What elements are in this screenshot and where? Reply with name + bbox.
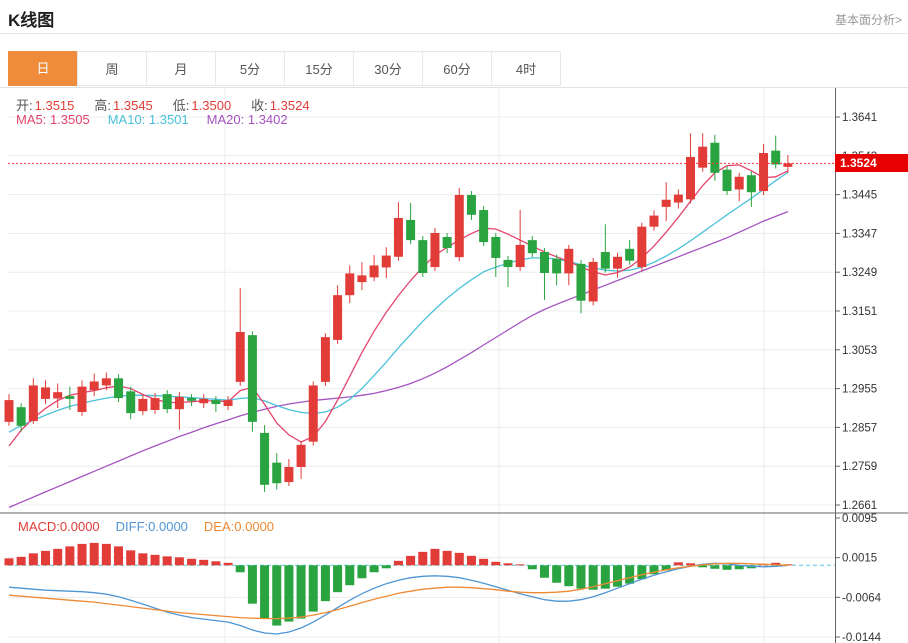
open-label: 开: bbox=[16, 98, 33, 113]
close-value: 1.3524 bbox=[269, 98, 310, 113]
price-axis-label: 1.3249 bbox=[842, 267, 877, 279]
tab-60min[interactable]: 60分 bbox=[422, 51, 492, 86]
price-axis-label: 1.3445 bbox=[842, 190, 877, 202]
ma-legend: MA5: 1.3505 MA10: 1.3501 MA20: 1.3402 bbox=[16, 112, 306, 127]
current-price-badge: 1.3524 bbox=[835, 154, 908, 172]
tab-month[interactable]: 月 bbox=[146, 51, 216, 86]
price-axis-label: 1.2857 bbox=[842, 422, 877, 434]
period-tabs: 日 周 月 5分 15分 30分 60分 4时 bbox=[8, 51, 561, 86]
page-header: K线图 基本面分析> bbox=[0, 0, 908, 34]
macd-axis-label: 0.0095 bbox=[842, 513, 877, 525]
page-title: K线图 bbox=[8, 11, 55, 30]
ohlc-legend: 开: 1.3515 高: 1.3545 低: 1.3500 收: 1.3524 bbox=[16, 95, 330, 114]
tab-4hour[interactable]: 4时 bbox=[491, 51, 561, 86]
macd-axis-label: 0.0015 bbox=[842, 553, 877, 565]
diff-value-legend: DIFF:0.0000 bbox=[115, 519, 188, 534]
macd-histogram bbox=[4, 542, 793, 626]
close-label: 收: bbox=[251, 98, 268, 113]
ma20-legend: MA20: 1.3402 bbox=[206, 112, 288, 127]
ma5-legend: MA5: 1.3505 bbox=[16, 112, 90, 127]
ma5-line bbox=[8, 164, 789, 447]
price-axis-label: 1.2955 bbox=[842, 384, 877, 396]
price-axis-label: 1.2661 bbox=[842, 500, 877, 512]
ma10-legend: MA10: 1.3501 bbox=[107, 112, 189, 127]
candles-layer bbox=[4, 133, 793, 492]
macd-axis-label: -0.0064 bbox=[842, 592, 882, 604]
macd-value-legend: MACD:0.0000 bbox=[18, 519, 100, 534]
tabs-divider bbox=[0, 87, 908, 88]
fundamental-analysis-link[interactable]: 基本面分析> bbox=[834, 13, 902, 27]
axis-labels: 1.36411.35431.34451.33471.32491.31511.30… bbox=[835, 112, 882, 643]
diff-line bbox=[8, 562, 788, 635]
open-value: 1.3515 bbox=[34, 98, 75, 113]
price-axis-label: 1.3641 bbox=[842, 112, 877, 124]
tab-week[interactable]: 周 bbox=[77, 51, 147, 86]
low-label: 低: bbox=[172, 98, 190, 113]
dea-value-legend: DEA:0.0000 bbox=[203, 519, 275, 534]
price-axis-label: 1.3347 bbox=[842, 228, 877, 240]
tab-30min[interactable]: 30分 bbox=[353, 51, 423, 86]
macd-legend: MACD:0.0000 DIFF:0.0000 DEA:0.0000 bbox=[18, 519, 290, 534]
high-label: 高: bbox=[94, 98, 112, 113]
high-value: 1.3545 bbox=[113, 98, 153, 113]
macd-axis-label: -0.0144 bbox=[842, 632, 882, 643]
ma10-line bbox=[8, 171, 789, 433]
tab-day[interactable]: 日 bbox=[8, 51, 78, 86]
grid-layer bbox=[8, 88, 835, 643]
low-value: 1.3500 bbox=[191, 98, 232, 113]
tab-5min[interactable]: 5分 bbox=[215, 51, 285, 86]
price-axis-label: 1.2759 bbox=[842, 461, 877, 473]
ma20-line bbox=[8, 210, 789, 508]
tab-15min[interactable]: 15分 bbox=[284, 51, 354, 86]
price-axis-label: 1.3151 bbox=[842, 306, 877, 318]
price-axis-label: 1.3053 bbox=[842, 345, 877, 357]
dea-line bbox=[8, 562, 788, 620]
